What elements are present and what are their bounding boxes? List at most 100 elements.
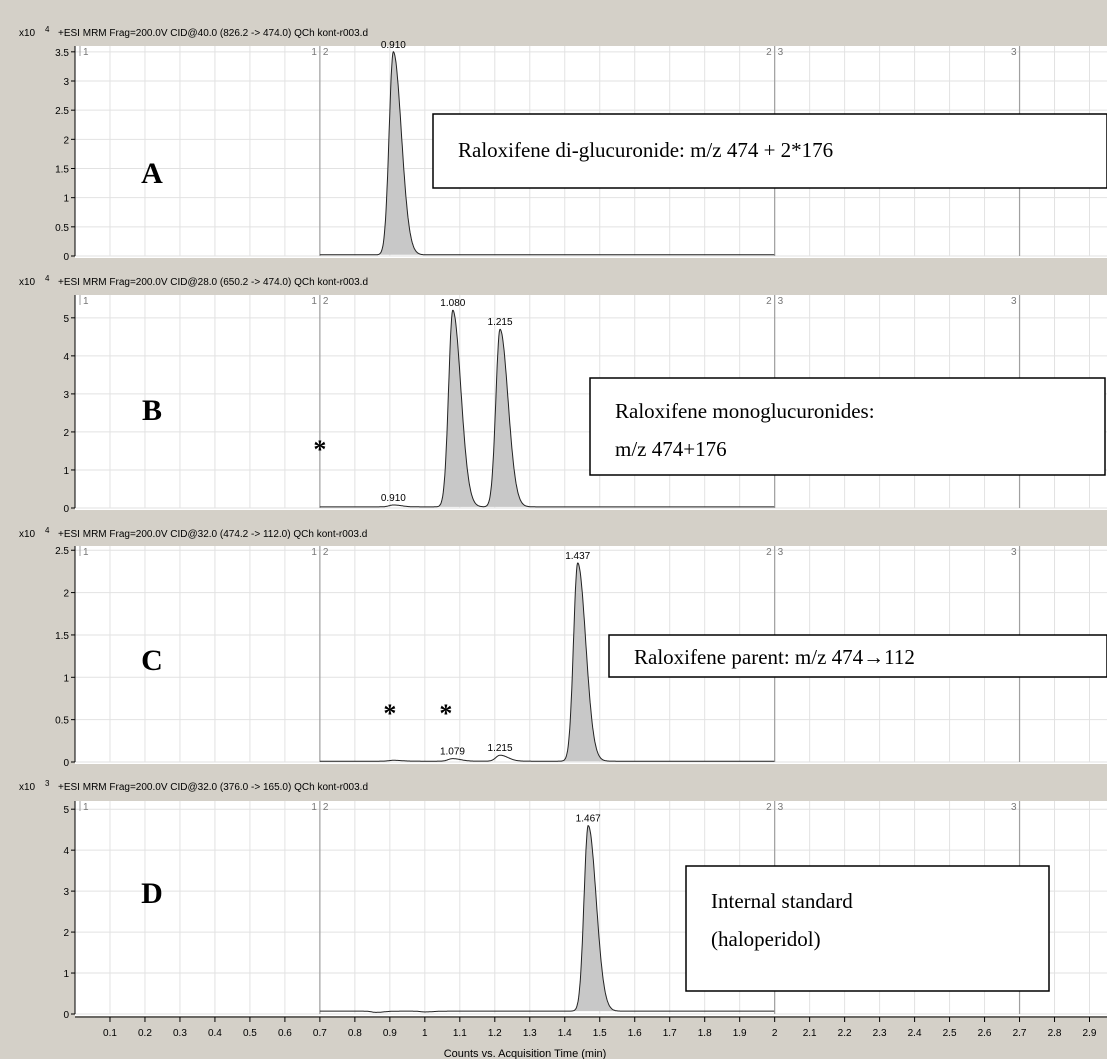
x-tick-label: 1	[422, 1028, 428, 1039]
y-tick-label: 1.5	[55, 165, 69, 176]
y-multiplier-exponent: 3	[45, 779, 50, 788]
segment-start-label: 1	[83, 47, 89, 58]
segment-label-left: 2	[766, 296, 772, 307]
y-tick-label: 3.5	[55, 48, 69, 59]
chart-panel-b: x10 4 +ESI MRM Frag=200.0V CID@28.0 (650.2…	[19, 274, 1107, 515]
x-tick-label: 1.6	[628, 1028, 642, 1039]
panel-letter: D	[141, 877, 163, 910]
segment-label-left: 2	[766, 547, 772, 558]
peak-area	[572, 825, 618, 1012]
star-marker: *	[439, 699, 452, 728]
x-tick-label: 2.5	[943, 1028, 957, 1039]
x-tick-label: 1.1	[453, 1028, 467, 1039]
y-multiplier-exponent: 4	[45, 526, 50, 535]
chromatogram-trace	[319, 825, 775, 1013]
x-tick-label: 0.1	[103, 1028, 117, 1039]
x-tick-label: 1.8	[698, 1028, 712, 1039]
panel-letter: C	[141, 644, 163, 677]
x-axis: 0.1 0.2 0.3 0.4 0.5 0.6 0.7 0.8 0.9 1 1.1 1.2 1.3 1.4…	[75, 1016, 1107, 1039]
x-tick-label: 2.8	[1048, 1028, 1062, 1039]
y-tick-label: 1	[63, 969, 69, 980]
segment-label-left: 3	[1011, 547, 1017, 558]
y-tick-label: 0	[63, 504, 69, 515]
y-multiplier-exponent: 4	[45, 25, 50, 34]
x-tick-label: 0.5	[243, 1028, 257, 1039]
y-tick-label: 3	[63, 887, 69, 898]
y-tick-label: 2	[63, 928, 69, 939]
peak-label: 1.215	[488, 317, 513, 328]
y-tick-label: 4	[63, 352, 69, 363]
chromatogram-trace	[319, 50, 775, 256]
x-tick-label: 2.3	[873, 1028, 887, 1039]
peak-label: 1.437	[565, 551, 590, 562]
panel-header: +ESI MRM Frag=200.0V CID@32.0 (474.2 -> …	[58, 529, 367, 540]
segment-label-left: 2	[766, 802, 772, 813]
y-tick-label: 2.5	[55, 106, 69, 117]
x-tick-label: 1.3	[523, 1028, 537, 1039]
x-tick-label: 1.4	[558, 1028, 572, 1039]
segment-label-left: 3	[1011, 47, 1017, 58]
y-tick-label: 3	[63, 77, 69, 88]
y-multiplier-exponent: 4	[45, 274, 50, 283]
x-tick-label: 2.2	[838, 1028, 852, 1039]
segment-label-left: 3	[1011, 802, 1017, 813]
annotation-text: Internal standard	[711, 889, 853, 913]
y-tick-label: 5	[63, 805, 69, 816]
segment-label-right: 2	[323, 296, 329, 307]
y-tick-label: 0	[63, 252, 69, 263]
y-tick-label: 1	[63, 194, 69, 205]
panel-letter: B	[142, 394, 162, 427]
annotation-text: Raloxifene di-glucuronide: m/z 474 + 2*1…	[458, 138, 833, 162]
peak-label: 0.910	[381, 40, 406, 51]
peak-area	[377, 51, 424, 255]
y-tick-label: 0	[63, 758, 69, 769]
segment-label-right: 3	[778, 547, 784, 558]
chart-panel-c: x10 4 +ESI MRM Frag=200.0V CID@32.0 (474.2…	[19, 526, 1107, 769]
x-tick-label: 2.4	[908, 1028, 922, 1039]
panel-header: +ESI MRM Frag=200.0V CID@32.0 (376.0 -> …	[58, 782, 368, 793]
x-tick-label: 2.9	[1083, 1028, 1097, 1039]
x-tick-label: 0.8	[348, 1028, 362, 1039]
star-marker: *	[383, 699, 396, 728]
y-multiplier: x10	[19, 28, 36, 39]
peak-label: 1.079	[440, 747, 465, 758]
segment-label-right: 3	[778, 296, 784, 307]
peak-label: 1.467	[576, 814, 601, 825]
y-tick-label: 2	[63, 428, 69, 439]
chart-panel-a: x10 4 +ESI MRM Frag=200.0V CID@40.0 (826.2…	[19, 25, 1107, 263]
x-tick-label: 0.9	[383, 1028, 397, 1039]
y-multiplier: x10	[19, 277, 36, 288]
peak-label: 1.080	[440, 298, 465, 309]
y-tick-label: 0.5	[55, 223, 69, 234]
y-multiplier: x10	[19, 529, 36, 540]
segment-label-left: 2	[766, 47, 772, 58]
peak-label: 1.215	[488, 743, 513, 754]
x-tick-label: 0.7	[313, 1028, 327, 1039]
peak-label: 0.910	[381, 493, 406, 504]
x-tick-label: 1.9	[733, 1028, 747, 1039]
segment-label-right: 2	[323, 802, 329, 813]
x-tick-label: 1.7	[663, 1028, 677, 1039]
x-tick-label: 0.2	[138, 1028, 152, 1039]
y-tick-label: 1	[63, 673, 69, 684]
chromatogram-trace	[319, 309, 775, 508]
panel-header: +ESI MRM Frag=200.0V CID@28.0 (650.2 -> …	[58, 277, 368, 288]
x-tick-label: 0.3	[173, 1028, 187, 1039]
peak-area	[562, 562, 608, 762]
annotation-text: m/z 474+176	[615, 437, 727, 461]
y-tick-label: 5	[63, 314, 69, 325]
y-tick-label: 4	[63, 846, 69, 857]
segment-start-label: 1	[83, 547, 89, 558]
x-tick-label: 2.7	[1013, 1028, 1027, 1039]
y-tick-label: 1.5	[55, 631, 69, 642]
y-tick-label: 1	[63, 466, 69, 477]
segment-start-label: 1	[83, 296, 89, 307]
segment-label-left: 1	[311, 47, 317, 58]
y-tick-label: 0	[63, 1010, 69, 1021]
y-tick-label: 2.5	[55, 546, 69, 557]
y-tick-label: 2	[63, 135, 69, 146]
y-tick-label: 2	[63, 589, 69, 600]
x-axis-label: Counts vs. Acquisition Time (min)	[444, 1048, 607, 1059]
segment-label-left: 3	[1011, 296, 1017, 307]
